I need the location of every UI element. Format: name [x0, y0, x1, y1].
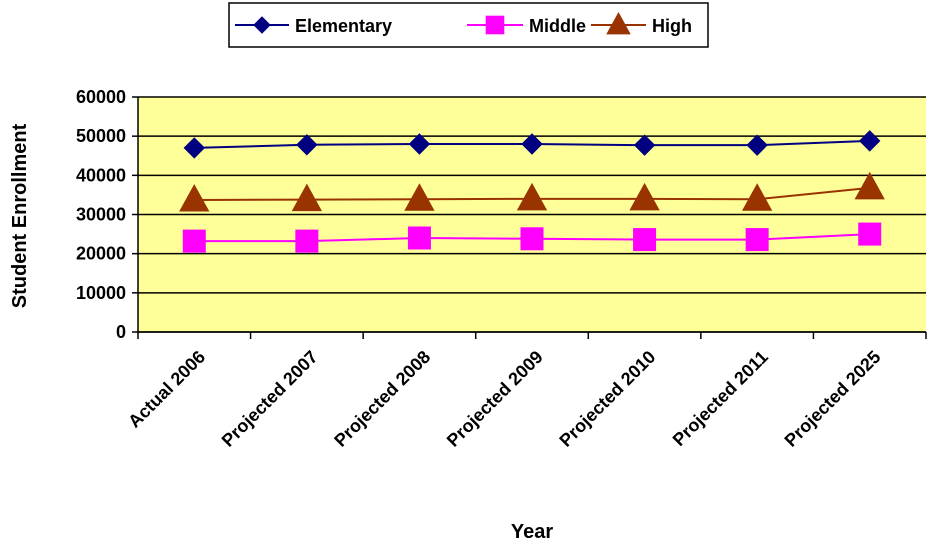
data-point-high	[179, 184, 210, 212]
data-point-elementary	[408, 133, 431, 155]
data-point-elementary	[521, 133, 543, 155]
plot-area: 0 10000 20000 30000 40000 50000 60000 Actual 20…	[76, 87, 927, 451]
y-tick-label: 20000	[76, 244, 126, 264]
x-tick-label: Projected 2010	[555, 347, 659, 451]
x-tick-label: Projected 2011	[669, 347, 772, 450]
y-tick-label: 0	[116, 322, 126, 342]
data-point-high	[854, 171, 885, 200]
data-point-elementary	[183, 137, 205, 159]
data-point-middle	[520, 227, 544, 251]
y-tick-label: 10000	[76, 283, 126, 303]
x-tick-label: Projected 2009	[443, 347, 547, 451]
legend-marker-middle	[485, 15, 505, 35]
y-tick-label: 50000	[76, 126, 126, 146]
legend-marker-elementary	[253, 16, 271, 34]
y-tick-label: 60000	[76, 87, 126, 107]
x-tick-label: Actual 2006	[124, 347, 209, 432]
x-tick-label: Projected 2007	[218, 347, 322, 451]
x-tick-label: Projected 2008	[330, 347, 434, 451]
data-point-elementary	[633, 134, 656, 156]
y-tick-label: 30000	[76, 205, 126, 225]
data-point-middle	[295, 229, 319, 253]
data-point-high	[291, 183, 323, 212]
legend-marker-high	[606, 12, 631, 35]
data-point-high	[404, 183, 435, 211]
data-point-middle	[182, 229, 206, 253]
data-point-high	[629, 182, 660, 211]
legend-label-high: High	[652, 16, 692, 36]
data-point-elementary	[746, 134, 768, 156]
data-point-elementary	[296, 134, 318, 156]
data-point-high	[516, 182, 548, 211]
x-tick-label: Projected 2025	[781, 347, 885, 451]
legend-label-middle: Middle	[529, 16, 586, 36]
data-point-middle	[633, 228, 657, 252]
legend-label-elementary: Elementary	[295, 16, 392, 36]
y-axis-title: Student Enrollment	[9, 123, 31, 308]
data-point-middle	[407, 226, 431, 250]
legend: Elementary Middle High	[228, 2, 709, 48]
x-axis-title: Year	[511, 521, 553, 543]
data-point-middle	[745, 228, 769, 252]
data-point-elementary	[859, 130, 881, 152]
y-tick-label: 40000	[76, 165, 126, 185]
data-point-middle	[858, 222, 882, 246]
data-point-high	[741, 183, 773, 211]
